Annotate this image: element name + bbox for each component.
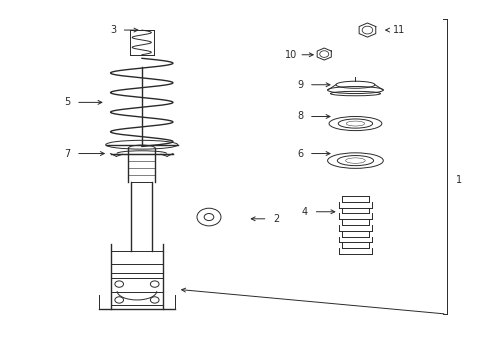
Text: 10: 10 (285, 50, 297, 60)
Text: 4: 4 (302, 207, 308, 217)
Text: 2: 2 (273, 214, 279, 224)
Text: 1: 1 (456, 175, 462, 185)
Text: 7: 7 (64, 149, 71, 158)
Text: 11: 11 (392, 25, 405, 35)
Text: 5: 5 (64, 98, 71, 107)
Text: 9: 9 (297, 80, 303, 90)
Text: 6: 6 (297, 149, 303, 158)
Text: 3: 3 (110, 25, 116, 35)
Text: 8: 8 (297, 112, 303, 121)
